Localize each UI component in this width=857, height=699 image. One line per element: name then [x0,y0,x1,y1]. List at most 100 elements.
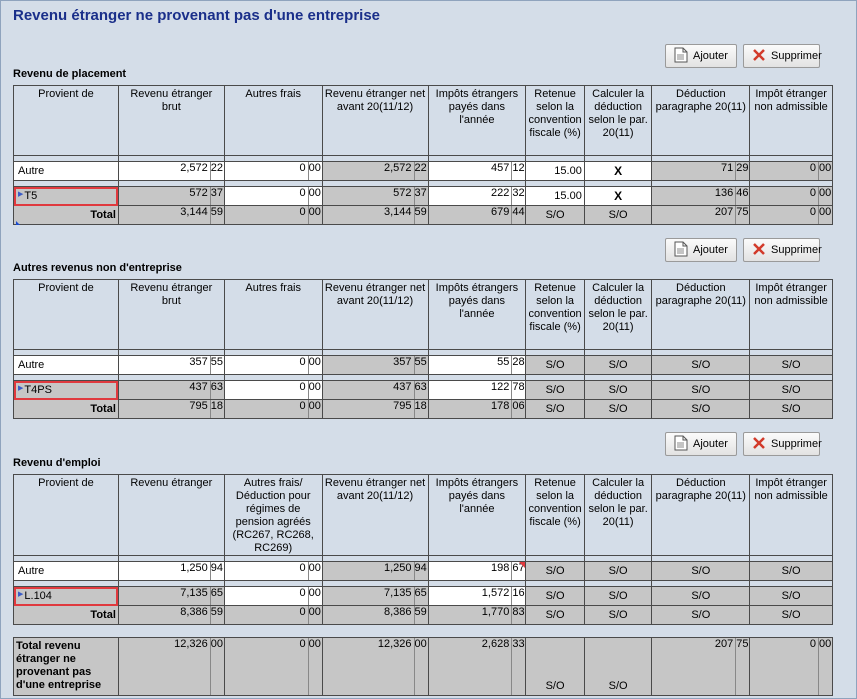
amount-cents: 00 [307,400,322,418]
table-row: Autre 357 55 0 00 357 55 55 28 S/O S/O S/O S/O [13,355,833,375]
row-marker-icon: ▶ [18,385,24,392]
placement-table: Provient de Revenu étranger brut Autres fr… [13,85,833,225]
amount-cents: 00 [307,381,322,399]
amount-cell: 0 00 [223,605,323,625]
placement-add-button[interactable]: Ajouter [665,44,737,68]
placement-section-title: Revenu de placement [13,68,127,80]
row-label[interactable]: Autre [13,355,119,375]
calculer-cell: S/O [583,205,653,225]
autres-delete-button[interactable]: Supprimer [743,238,822,262]
amount-cell[interactable]: 55 28 [427,355,527,375]
amount-cell[interactable]: 122 78 [427,380,527,400]
amount-cell: 795 18 [321,399,429,419]
amount-dollars: 0 [299,381,306,393]
header-autres_frais: Autres frais [223,85,323,156]
table-row: ▶L.104 7,135 65 0 00 7,135 65 1,572 16 S/O S/O S/O S… [13,586,833,606]
amount-cents: 18 [209,400,224,418]
amount-cell: 437 63 [117,380,225,400]
amount-cents: 00 [818,206,832,224]
amount-cell: 1,770 83 [427,605,527,625]
delete-x-icon [752,48,766,65]
amount-cents: 83 [511,606,525,624]
row-label[interactable]: Autre [13,561,119,581]
amount-dollars: 437 [189,381,208,393]
deduction-cell: S/O [651,561,751,581]
retenue-cell: S/O [525,605,585,625]
grand-total-label: Total revenu étranger ne provenant pas d… [13,637,119,696]
amount-cell[interactable]: 1,250 94 [117,561,225,581]
header-impot_non: Impôt étranger non admissible [749,279,833,350]
retenue-cell: S/O [525,586,585,606]
calculer-value: S/O [608,359,628,371]
amount-cents: 55 [209,356,224,374]
amount-dollars: 222 [490,187,510,199]
amount-cell[interactable]: 198 67 [427,561,527,581]
amount-cents: 22 [209,162,224,180]
row-label[interactable]: ▶L.104 [13,586,119,606]
amount-dollars: 0 [299,587,306,599]
header-autres_frais: Autres frais [223,279,323,350]
emploi-toolbar: Ajouter Supprimer [665,432,822,456]
amount-dollars: 198 [490,562,510,574]
emploi-delete-button[interactable]: Supprimer [743,432,822,456]
amount-dollars: 679 [490,206,510,218]
placement-delete-button[interactable]: Supprimer [743,44,822,68]
amount-cell[interactable]: 0 00 [223,161,323,181]
amount-cents: 00 [307,638,322,695]
amount-dollars: 357 [393,356,412,368]
amount-dollars: 0 [299,400,306,412]
amount-cell[interactable]: 0 00 [223,186,323,206]
table-row: ▶T4PS 437 63 0 00 437 63 122 78 S/O S/O S/O S/O [13,380,833,400]
retenue-cell: S/O [525,399,585,419]
amount-cents: 12 [511,162,525,180]
amount-cell[interactable]: 457 12 [427,161,527,181]
amount-dollars: 572 [393,187,412,199]
impot-non-cell: S/O [749,399,833,419]
amount-dollars: 8,386 [383,606,412,618]
calculer-cell[interactable]: X [583,186,653,206]
amount-dollars: 0 [299,606,306,618]
amount-cell[interactable]: 2,572 22 [117,161,225,181]
add-label: Ajouter [693,50,728,62]
header-impots: Impôts étrangers payés dans l'année [427,474,527,556]
amount-dollars: 0 [299,187,306,199]
amount-cell: 437 63 [321,380,429,400]
emploi-add-button[interactable]: Ajouter [665,432,737,456]
amount-cell[interactable]: 357 55 [117,355,225,375]
amount-cents: 67 [511,562,525,580]
delete-label: Supprimer [771,438,822,450]
autres-add-button[interactable]: Ajouter [665,238,737,262]
calculer-cell[interactable]: X [583,161,653,181]
amount-cents: 00 [818,638,832,695]
amount-cents: 65 [413,587,428,605]
row-label[interactable]: ▶T5 [13,186,119,206]
amount-cell: 8,386 59 [321,605,429,625]
amount-cents: 75 [735,638,749,695]
amount-dollars: 207 [714,638,734,650]
row-label-text: T4PS [24,384,52,396]
amount-cell[interactable]: 0 00 [223,586,323,606]
amount-cell: 795 18 [117,399,225,419]
amount-cell[interactable]: 0 00 [223,380,323,400]
delete-label: Supprimer [771,244,822,256]
amount-cell[interactable]: 0 00 [223,561,323,581]
add-document-icon [674,241,688,260]
amount-dollars: 457 [490,162,510,174]
header-retenue: Retenue selon la convention fiscale (%) [525,474,585,556]
amount-cents: 46 [735,187,749,205]
retenue-cell: S/O [525,561,585,581]
amount-cell[interactable]: 0 00 [223,355,323,375]
header-net_avant: Revenu étranger net avant 20(11/12) [321,279,429,350]
amount-dollars: 0 [809,162,816,174]
amount-cell[interactable]: 222 32 [427,186,527,206]
retenue-cell[interactable]: 15.00 [525,161,585,181]
calculer-value: S/O [608,384,628,396]
amount-cell[interactable]: 1,572 16 [427,586,527,606]
retenue-cell[interactable]: 15.00 [525,186,585,206]
row-label[interactable]: ▶T4PS [13,380,119,400]
row-label[interactable]: Autre [13,161,119,181]
amount-dollars: 8,386 [180,606,208,618]
impot-non-cell: S/O [749,586,833,606]
amount-cents: 00 [307,206,322,224]
total-row: Total 795 18 0 00 795 18 178 06 S/O S/O S/O S/O [13,399,833,419]
